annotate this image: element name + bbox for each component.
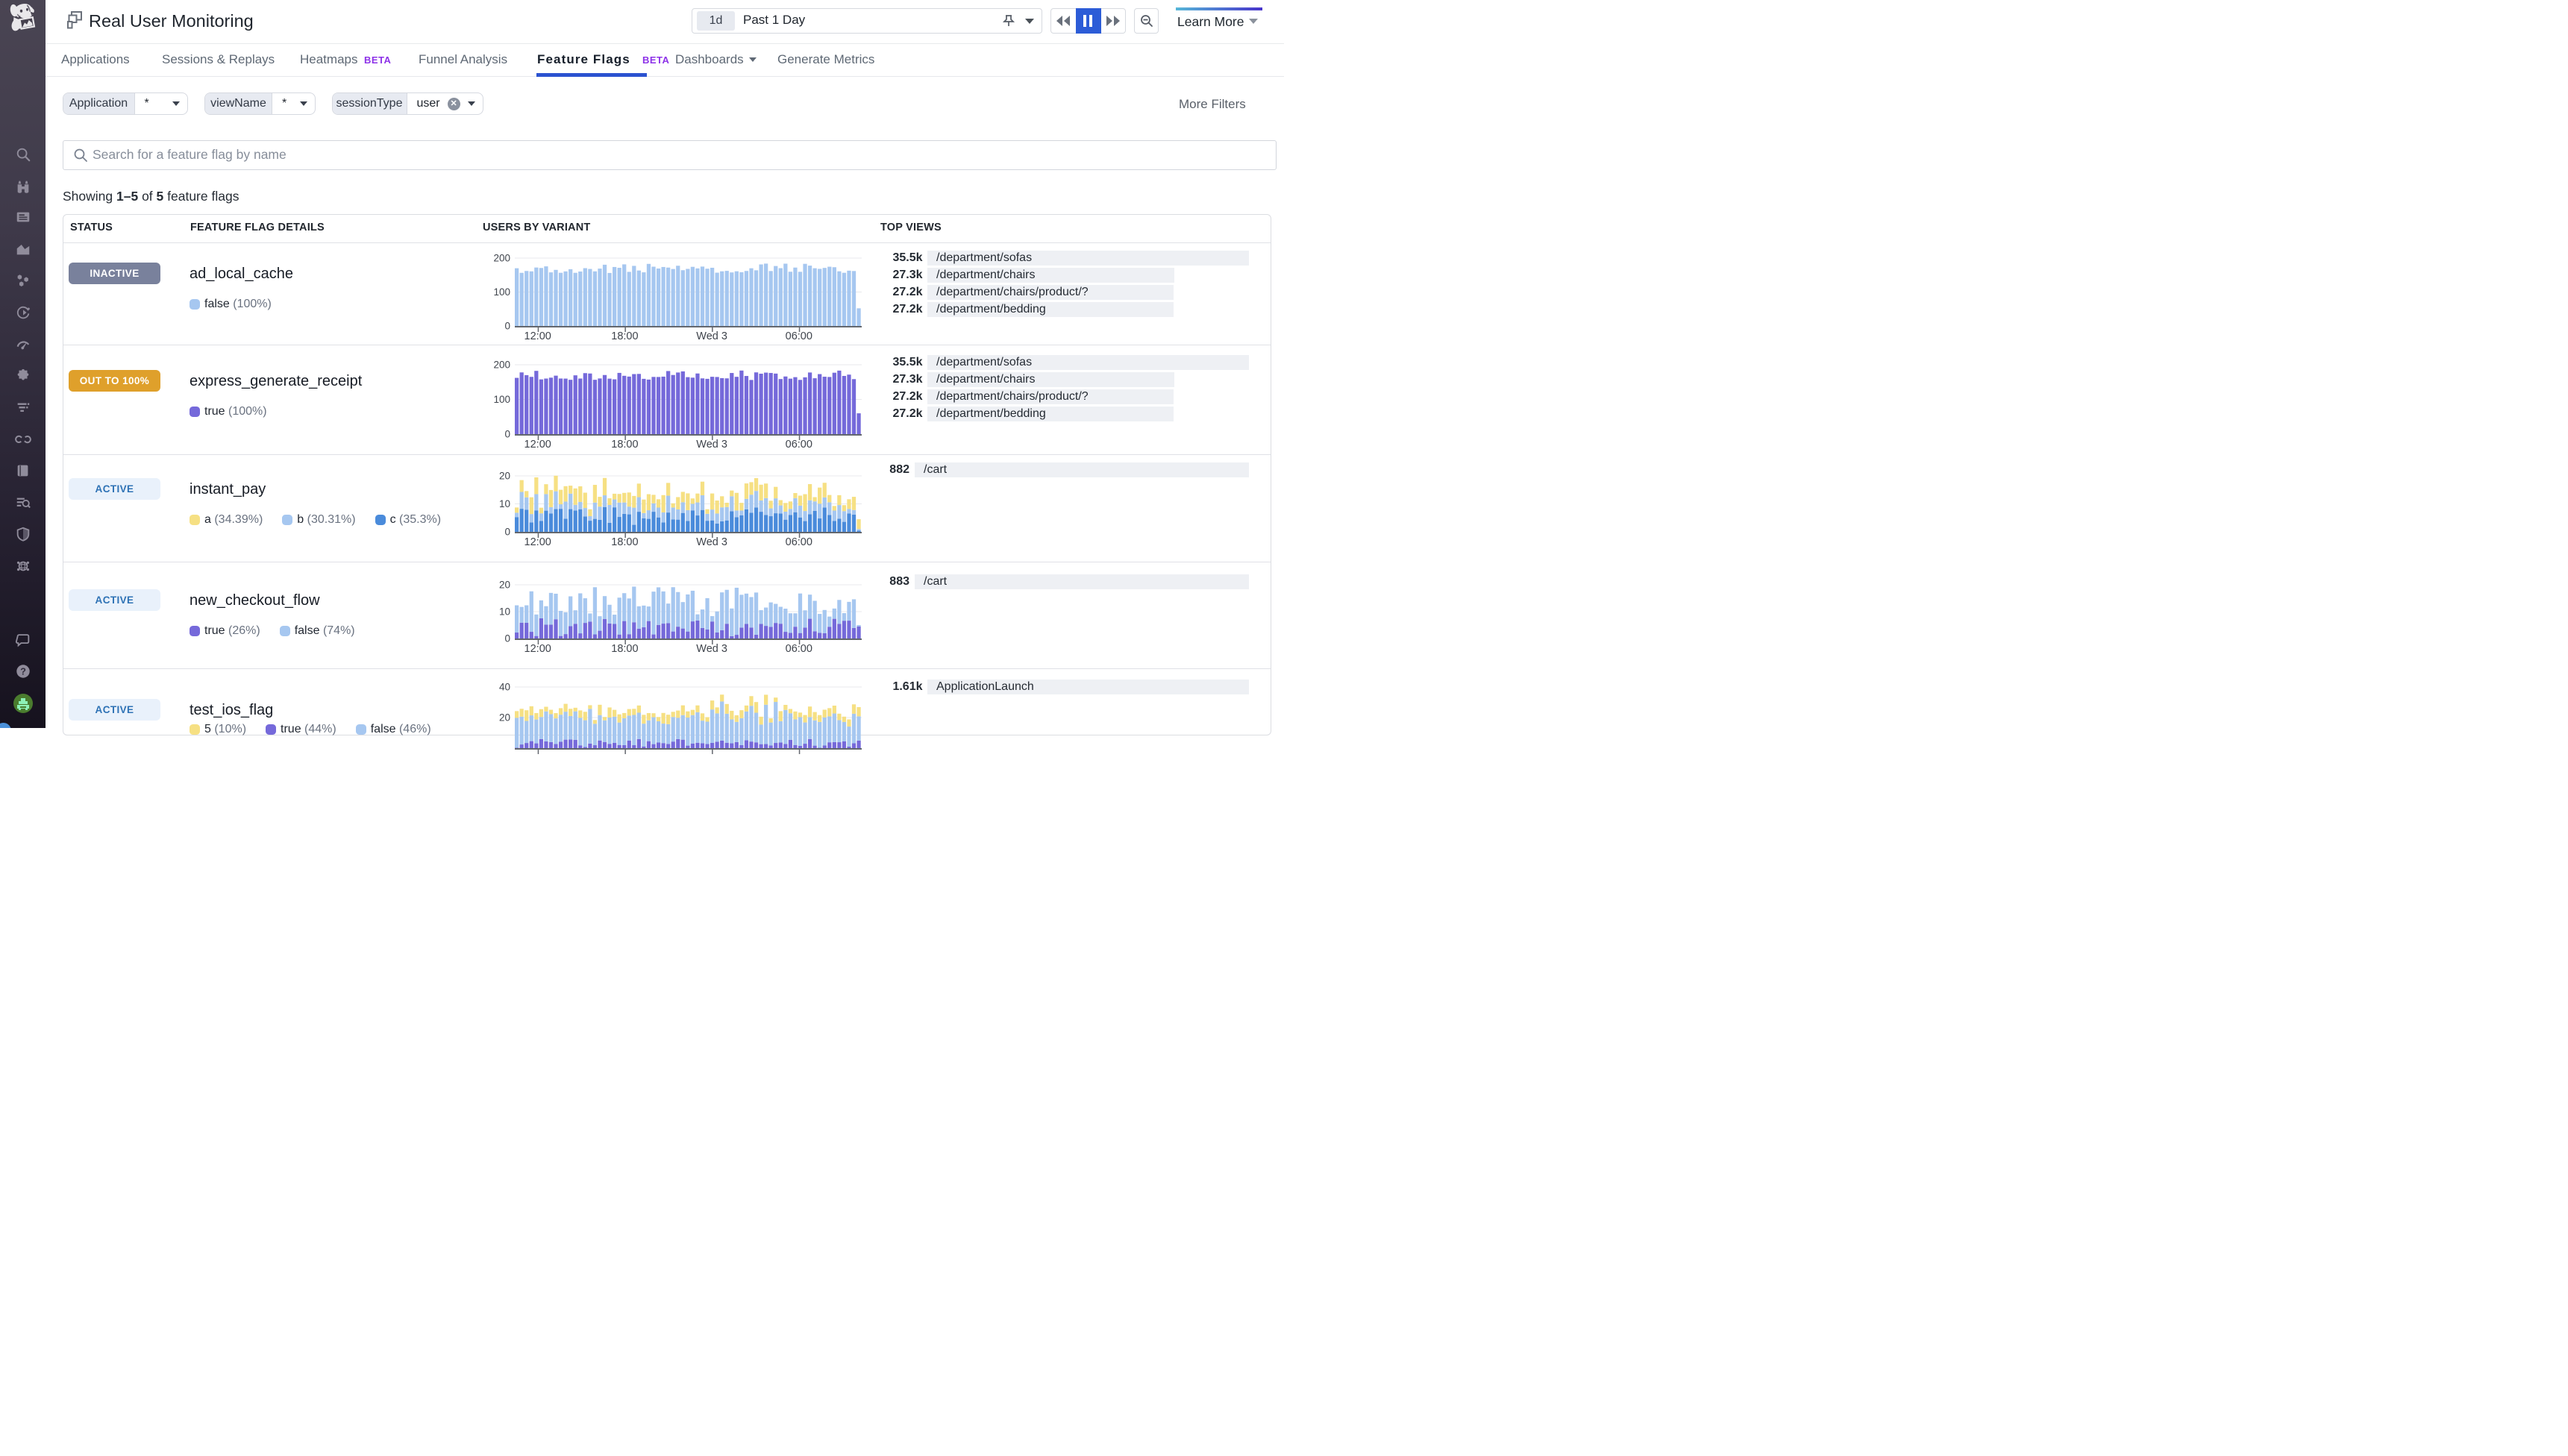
svg-text:0: 0 <box>504 633 510 644</box>
svg-text:20: 20 <box>499 580 510 591</box>
svg-text:?: ? <box>20 666 26 677</box>
svg-text:12:00: 12:00 <box>524 330 551 342</box>
svg-text:18:00: 18:00 <box>611 643 638 655</box>
svg-text:18:00: 18:00 <box>611 330 638 342</box>
svg-text:12:00: 12:00 <box>524 536 551 548</box>
svg-text:10: 10 <box>499 606 510 618</box>
svg-text:10: 10 <box>499 498 510 509</box>
svg-text:06:00: 06:00 <box>786 643 812 655</box>
svg-text:200: 200 <box>493 253 510 264</box>
svg-text:18:00: 18:00 <box>611 536 638 548</box>
svg-text:100: 100 <box>493 394 510 405</box>
svg-text:06:00: 06:00 <box>786 439 812 451</box>
svg-text:18:00: 18:00 <box>611 439 638 451</box>
svg-text:Wed 3: Wed 3 <box>696 439 727 451</box>
svg-text:20: 20 <box>499 470 510 481</box>
svg-text:06:00: 06:00 <box>786 330 812 342</box>
svg-text:100: 100 <box>493 286 510 298</box>
svg-text:12:00: 12:00 <box>524 643 551 655</box>
svg-text:0: 0 <box>504 526 510 537</box>
svg-text:40: 40 <box>499 682 510 693</box>
svg-text:Wed 3: Wed 3 <box>696 330 727 342</box>
svg-text:Wed 3: Wed 3 <box>696 536 727 548</box>
svg-text:200: 200 <box>493 360 510 371</box>
svg-text:20: 20 <box>499 712 510 724</box>
svg-text:12:00: 12:00 <box>524 439 551 451</box>
svg-text:06:00: 06:00 <box>786 536 812 548</box>
svg-text:0: 0 <box>504 429 510 440</box>
svg-text:0: 0 <box>504 321 510 332</box>
svg-text:Wed 3: Wed 3 <box>696 643 727 655</box>
